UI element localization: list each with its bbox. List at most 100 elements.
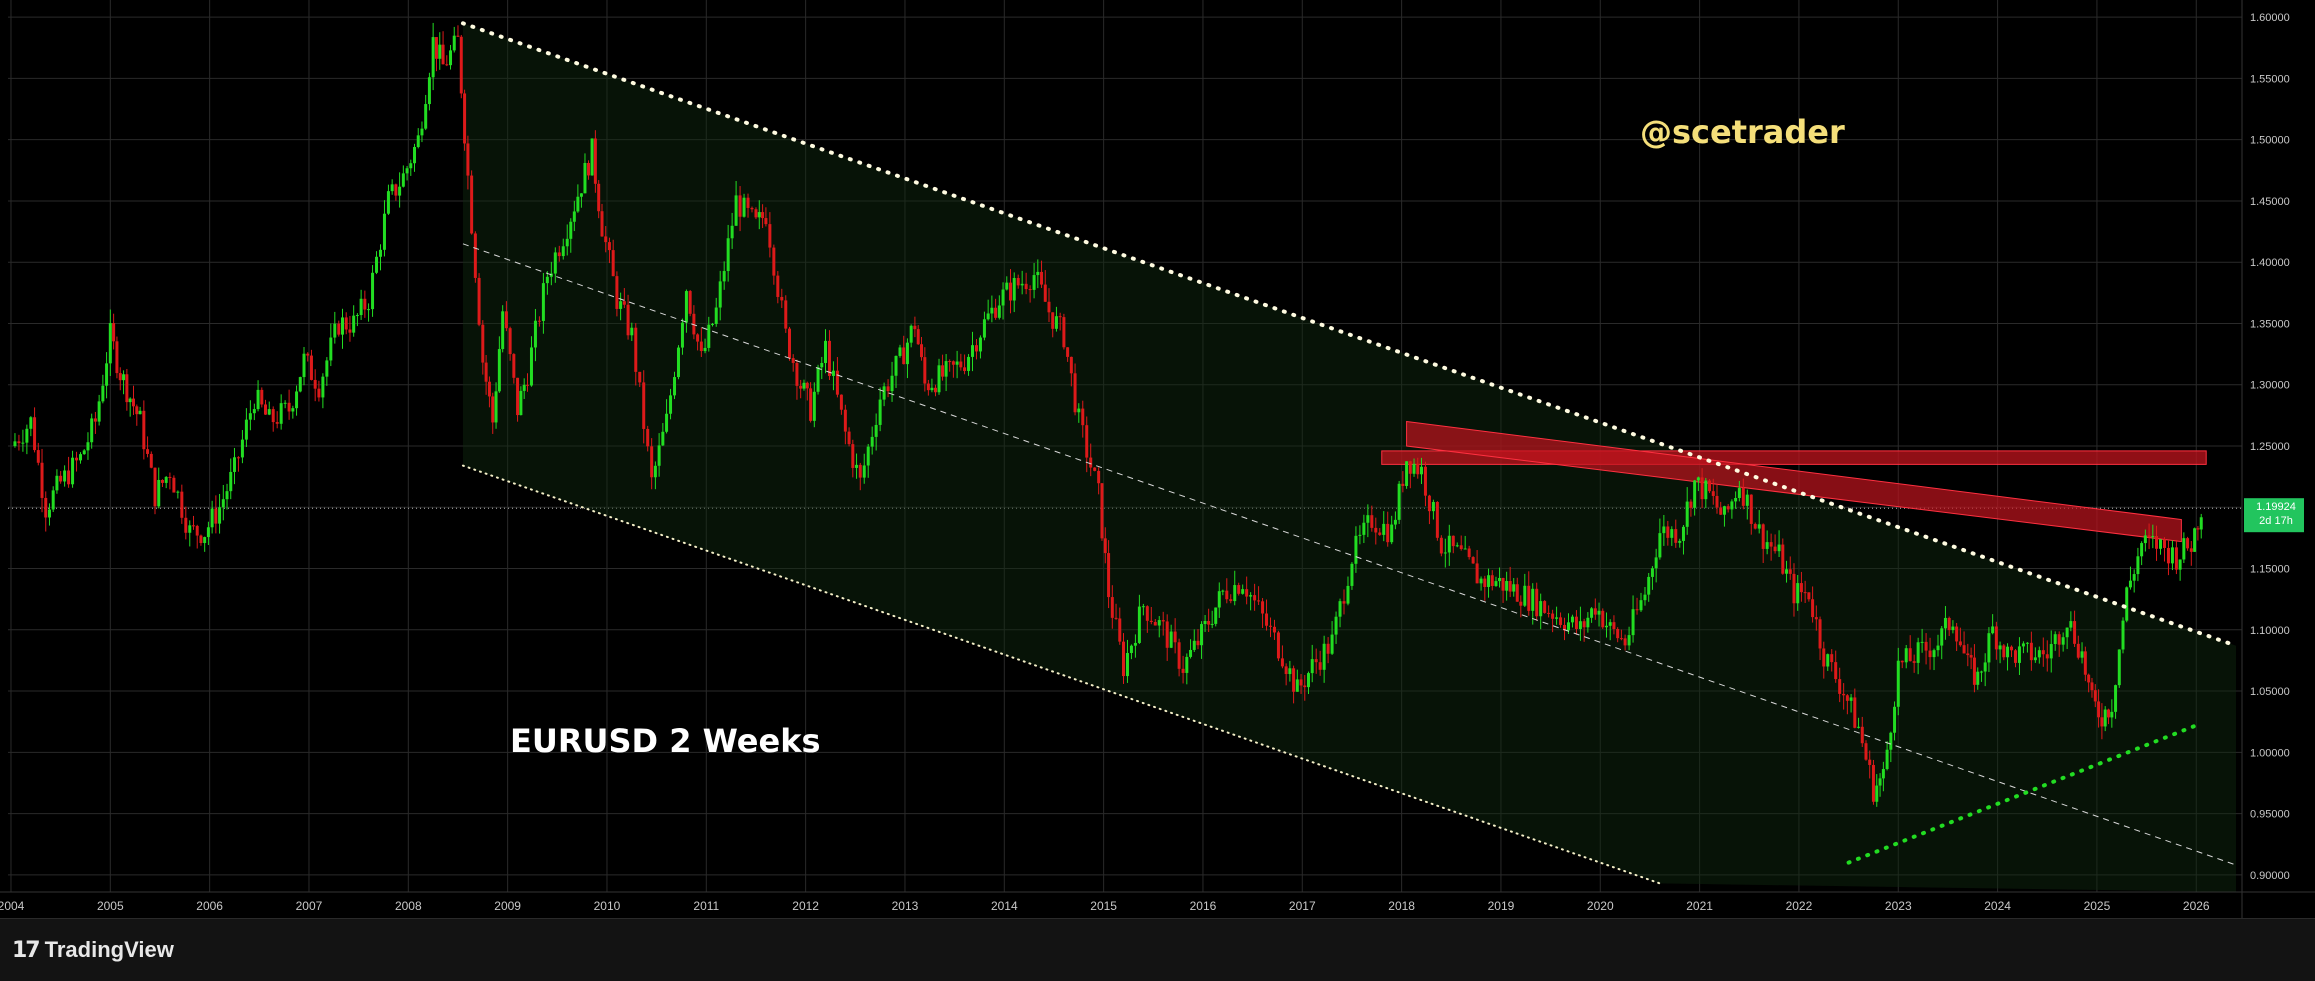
candle-body <box>665 413 669 432</box>
candle-body <box>1616 628 1620 639</box>
candle-body <box>619 301 623 309</box>
candle-body <box>963 367 967 371</box>
candle-body <box>734 195 738 226</box>
candle-body <box>522 384 526 391</box>
candle-body <box>2057 634 2061 645</box>
last-price-box <box>2244 498 2304 533</box>
candle-body <box>1881 769 1885 779</box>
candle-body <box>452 35 456 51</box>
candle-body <box>855 464 859 468</box>
candle-body <box>1582 621 1586 628</box>
candle-body <box>1570 616 1574 623</box>
candle-body <box>188 525 192 533</box>
candle-body <box>730 225 734 239</box>
candle-body <box>1519 601 1523 606</box>
candle-body <box>820 363 824 368</box>
candle-body <box>526 384 530 386</box>
candle-body <box>2041 650 2045 655</box>
candle-body <box>275 422 279 424</box>
candle-body <box>1054 316 1058 329</box>
candle-body <box>1177 642 1181 669</box>
candle-body <box>1196 640 1200 646</box>
candle-body <box>1423 466 1427 496</box>
y-tick-label: 1.15000 <box>2250 564 2290 576</box>
channel-fill-layer <box>462 23 2236 893</box>
candle-body <box>333 323 337 338</box>
candle-body <box>445 64 449 66</box>
x-tick-label: 2011 <box>693 899 719 913</box>
candle-body <box>168 476 172 478</box>
candle-body <box>321 376 325 398</box>
candle-body <box>799 385 803 389</box>
x-tick-label: 2019 <box>1488 899 1515 913</box>
candle-body <box>2147 535 2151 537</box>
candle-body <box>1619 638 1623 640</box>
candle-body <box>2073 621 2077 644</box>
candle-body <box>1253 595 1257 601</box>
candle-body <box>317 388 321 398</box>
candle-body <box>1016 277 1020 286</box>
candle-body <box>870 436 874 447</box>
candle-body <box>160 479 164 483</box>
candle-body <box>1994 626 1998 650</box>
candle-body <box>195 525 199 536</box>
candle-body <box>1217 591 1221 608</box>
candle-body <box>1133 642 1137 646</box>
candle-body <box>692 313 696 335</box>
candle-body <box>2017 646 2021 663</box>
candle-body <box>843 409 847 432</box>
candle-body <box>1604 625 1608 628</box>
candle-body <box>930 387 934 391</box>
candle-body <box>780 296 784 301</box>
candle-body <box>673 377 677 396</box>
trendline-upper-channel-dotted <box>460 21 2238 648</box>
candle-body <box>1405 461 1409 486</box>
candle-body <box>750 207 754 210</box>
candle-body <box>1393 519 1397 525</box>
candle-body <box>971 345 975 357</box>
candle-body <box>1314 659 1318 663</box>
candle-body <box>125 374 129 403</box>
candle-body <box>1121 641 1125 677</box>
candle-body <box>1241 589 1245 594</box>
x-tick-label: 2007 <box>296 899 323 913</box>
candle-body <box>1185 656 1189 673</box>
candle-body <box>916 329 920 345</box>
candle-body <box>344 317 348 330</box>
x-tick-label: 2015 <box>1090 899 1117 913</box>
trendline-mid-channel-dashed <box>462 243 2237 866</box>
candle-body <box>1077 408 1081 413</box>
candle-body <box>1998 645 2002 650</box>
y-tick-label: 1.05000 <box>2250 686 2290 698</box>
candle-body <box>1118 618 1122 642</box>
candle-body <box>711 323 715 325</box>
candle-body <box>1693 480 1697 508</box>
candle-body <box>2006 646 2010 658</box>
candle-body <box>537 320 541 322</box>
trendline-support-green-dotted <box>1846 723 2199 865</box>
candle-body <box>352 315 356 333</box>
candle-body <box>2087 674 2091 683</box>
candle-body <box>1221 590 1225 592</box>
candle-body <box>982 319 986 338</box>
candle-body <box>306 353 310 356</box>
candle-body <box>1326 643 1330 654</box>
candle-body <box>180 491 184 518</box>
candle-body <box>236 457 240 459</box>
candle-body <box>449 50 453 66</box>
candle-body <box>812 391 816 421</box>
candle-body <box>1149 620 1153 623</box>
candle-body <box>51 490 55 510</box>
candle-body <box>378 249 382 257</box>
candle-body <box>882 386 886 400</box>
tradingview-logo[interactable]: 17 TradingView <box>12 937 174 963</box>
candle-body <box>650 446 654 478</box>
candle-body <box>1878 778 1882 786</box>
candle-body <box>267 409 271 415</box>
chart-svg[interactable]: 1.60000 1.55000 1.50000 1.45000 1.40000 1.350… <box>0 0 2315 918</box>
candle-body <box>1666 526 1670 538</box>
candle-body <box>1799 583 1803 593</box>
candle-body <box>1951 626 1955 631</box>
candle-body <box>484 362 488 382</box>
